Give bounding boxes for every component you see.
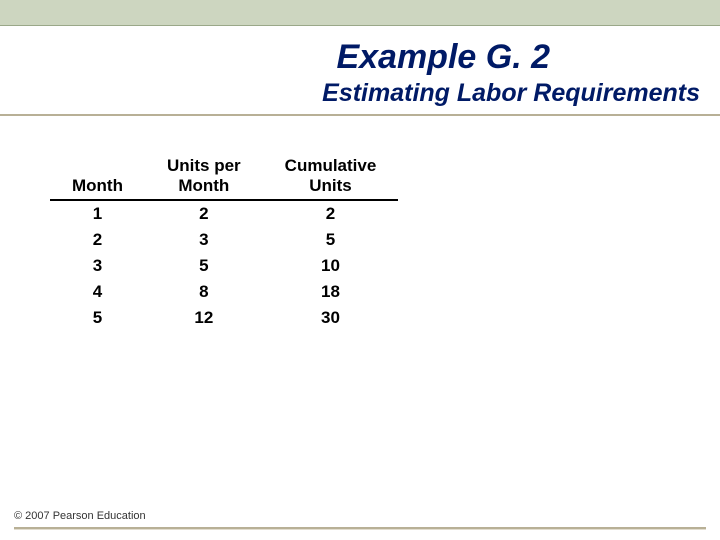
table-row: 2 3 5 [50, 227, 398, 253]
col-upm-l2: Month [178, 176, 229, 195]
footer-rule [14, 527, 706, 530]
table-body: 1 2 2 2 3 5 3 5 10 4 8 18 5 12 3 [50, 200, 398, 331]
title-block: Example G. 2 Estimating Labor Requiremen… [0, 26, 720, 116]
cell: 4 [50, 279, 145, 305]
table-row: 4 8 18 [50, 279, 398, 305]
cell: 5 [145, 253, 263, 279]
cell: 30 [263, 305, 399, 331]
table-header-row: Month Units perMonth CumulativeUnits [50, 156, 398, 200]
cell: 5 [263, 227, 399, 253]
cell: 10 [263, 253, 399, 279]
cell: 2 [50, 227, 145, 253]
cell: 3 [145, 227, 263, 253]
col-cumulative: CumulativeUnits [263, 156, 399, 200]
col-month: Month [50, 156, 145, 200]
col-month-label: Month [72, 176, 123, 195]
footer-copyright: © 2007 Pearson Education [14, 510, 146, 522]
cell: 2 [263, 200, 399, 227]
cell: 18 [263, 279, 399, 305]
cell: 8 [145, 279, 263, 305]
col-cum-l1: Cumulative [285, 156, 377, 175]
cell: 3 [50, 253, 145, 279]
content-area: Month Units perMonth CumulativeUnits 1 2… [0, 116, 720, 331]
col-cum-l2: Units [309, 176, 352, 195]
cell: 2 [145, 200, 263, 227]
table-row: 1 2 2 [50, 200, 398, 227]
table-row: 3 5 10 [50, 253, 398, 279]
cell: 5 [50, 305, 145, 331]
top-green-bar [0, 0, 720, 26]
slide-title: Example G. 2 [20, 38, 550, 77]
labor-table: Month Units perMonth CumulativeUnits 1 2… [50, 156, 398, 331]
cell: 1 [50, 200, 145, 227]
cell: 12 [145, 305, 263, 331]
col-upm-l1: Units per [167, 156, 241, 175]
col-units-per-month: Units perMonth [145, 156, 263, 200]
slide-subtitle: Estimating Labor Requirements [20, 79, 700, 108]
table-row: 5 12 30 [50, 305, 398, 331]
